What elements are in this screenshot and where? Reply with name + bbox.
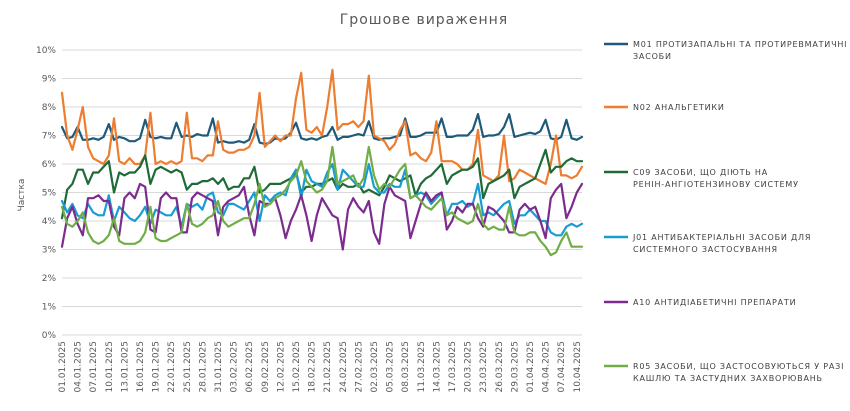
x-tick-label: 18.02.2025 <box>308 341 318 393</box>
x-tick-label: 06.02.2025 <box>245 341 255 393</box>
series-line-r05 <box>60 145 584 257</box>
y-tick-label: 8% <box>42 103 57 113</box>
y-tick-label: 6% <box>42 160 57 170</box>
y-tick-label: 4% <box>42 217 57 227</box>
x-tick-label: 24.02.2025 <box>339 341 349 393</box>
x-tick-label: 10.04.2025 <box>573 341 583 393</box>
x-tick-label: 02.03.2025 <box>370 341 380 393</box>
x-tick-label: 21.02.2025 <box>323 341 333 393</box>
y-tick-label: 9% <box>42 75 57 85</box>
x-tick-label: 09.02.2025 <box>261 341 271 393</box>
y-axis-label: Частка <box>17 179 27 212</box>
legend-label: A10 АНТИДІАБЕТИЧНІ ПРЕПАРАТИ <box>633 298 796 307</box>
x-tick-label: 11.03.2025 <box>417 341 427 393</box>
series-lines <box>60 68 584 257</box>
x-tick-label: 26.03.2025 <box>495 341 505 393</box>
y-tick-label: 0% <box>42 331 57 341</box>
chart-title: Грошове вираження <box>340 12 508 28</box>
legend: M01 ПРОТИЗАПАЛЬНІ ТА ПРОТИРЕВМАТИЧНІ ЗАСО… <box>604 40 847 383</box>
x-tick-label: 13.01.2025 <box>120 341 130 393</box>
x-tick-label: 19.01.2025 <box>152 341 162 393</box>
x-tick-label: 15.02.2025 <box>292 341 302 393</box>
legend-item: M01 ПРОТИЗАПАЛЬНІ ТА ПРОТИРЕВМАТИЧНІ ЗАСО… <box>604 40 847 61</box>
y-tick-label: 5% <box>42 189 57 199</box>
x-tick-label: 07.04.2025 <box>557 341 567 393</box>
x-tick-label: 31.01.2025 <box>214 341 224 393</box>
legend-label: R05 ЗАСОБИ, ЩО ЗАСТОСОВУЮТЬСЯ У РАЗІ КАШЛ… <box>633 362 844 383</box>
y-tick-label: 2% <box>42 274 57 284</box>
legend-item: C09 ЗАСОБИ, ЩО ДІЮТЬ НА РЕНІН-АНГІОТЕНЗИН… <box>604 168 799 189</box>
y-tick-label: 3% <box>42 246 57 256</box>
legend-item: R05 ЗАСОБИ, ЩО ЗАСТОСОВУЮТЬСЯ У РАЗІ КАШЛ… <box>604 362 844 383</box>
legend-item: J01 АНТИБАКТЕРІАЛЬНІ ЗАСОБИ ДЛЯ СИСТЕМНОГ… <box>604 233 811 254</box>
x-tick-label: 16.01.2025 <box>136 341 146 393</box>
x-tick-label: 08.03.2025 <box>401 341 411 393</box>
x-tick-label: 03.02.2025 <box>230 341 240 393</box>
x-tick-label: 05.03.2025 <box>386 341 396 393</box>
y-tick-label: 1% <box>42 303 57 313</box>
legend-label: J01 АНТИБАКТЕРІАЛЬНІ ЗАСОБИ ДЛЯ СИСТЕМНОГ… <box>632 233 811 254</box>
x-tick-label: 20.03.2025 <box>464 341 474 393</box>
x-tick-label: 04.01.2025 <box>74 341 84 393</box>
legend-label: C09 ЗАСОБИ, ЩО ДІЮТЬ НА РЕНІН-АНГІОТЕНЗИН… <box>633 168 799 189</box>
x-tick-label: 29.03.2025 <box>510 341 520 393</box>
x-tick-label: 01.04.2025 <box>526 341 536 393</box>
legend-label: M01 ПРОТИЗАПАЛЬНІ ТА ПРОТИРЕВМАТИЧНІ ЗАСО… <box>633 40 847 61</box>
grid <box>62 49 582 336</box>
x-tick-label: 12.02.2025 <box>276 341 286 393</box>
x-tick-label: 25.01.2025 <box>183 341 193 393</box>
y-tick-label: 10% <box>36 46 56 56</box>
x-tick-label: 22.01.2025 <box>167 341 177 393</box>
x-axis-ticks: 01.01.2025 04.01.2025 07.01.2025 10.01.2025… <box>58 341 583 393</box>
x-tick-label: 01.01.2025 <box>58 341 68 393</box>
x-tick-label: 04.04.2025 <box>542 341 552 393</box>
x-tick-label: 14.03.2025 <box>432 341 442 393</box>
x-tick-label: 17.03.2025 <box>448 341 458 393</box>
legend-item: N02 АНАЛЬГЕТИКИ <box>604 103 725 112</box>
legend-label: N02 АНАЛЬГЕТИКИ <box>633 103 725 112</box>
legend-item: A10 АНТИДІАБЕТИЧНІ ПРЕПАРАТИ <box>604 298 796 307</box>
x-tick-label: 23.03.2025 <box>479 341 489 393</box>
y-tick-label: 7% <box>42 132 57 142</box>
y-axis-ticks: 0% 1% 2% 3% 4% 5% 6% 7% 8% 9% 10% <box>36 46 56 341</box>
x-tick-label: 10.01.2025 <box>105 341 115 393</box>
x-tick-label: 27.02.2025 <box>354 341 364 393</box>
x-tick-label: 28.01.2025 <box>198 341 208 393</box>
x-tick-label: 07.01.2025 <box>89 341 99 393</box>
